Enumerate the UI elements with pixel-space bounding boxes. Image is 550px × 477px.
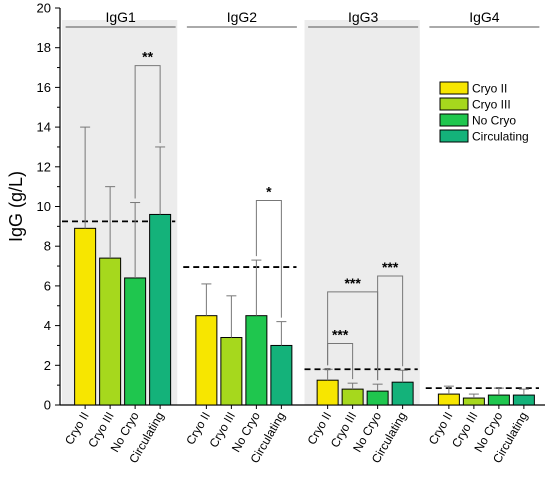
bar-igg4-circulating [512,394,535,406]
bar-igg2-circulating [270,344,293,406]
bar-igg1-cryo-iii [99,257,122,406]
significance-label: *** [332,326,349,342]
y-tick-label: 6 [44,278,51,293]
group-title-igg4: IgG4 [469,9,500,25]
significance-bracket [377,275,404,381]
legend-swatch-no-cryo [439,113,469,127]
bar-igg4-cryo-ii [437,393,460,406]
significance-label: * [266,184,272,200]
y-tick-label: 0 [44,398,51,413]
bar-igg3-cryo-ii [316,379,339,406]
bar-igg4-no-cryo [487,394,510,406]
legend-swatch-cryo-ii [439,81,469,95]
significance-label: ** [142,49,153,65]
significance-bracket [255,200,282,318]
legend-label: Cryo II [472,82,507,96]
legend-label: Cryo III [472,98,511,112]
bar-igg1-cryo-ii [74,227,97,406]
legend-swatch-cryo-iii [439,97,469,111]
group-shade-igg3 [304,20,420,405]
group-title-igg1: IgG1 [105,9,136,25]
legend-label: No Cryo [472,114,516,128]
bar-igg1-no-cryo [124,277,147,406]
y-tick-label: 2 [44,358,51,373]
y-axis-label: IgG (g/L) [6,171,26,242]
y-tick-label: 12 [37,159,51,174]
bar-igg1-circulating [149,213,172,406]
y-tick-label: 18 [37,40,51,55]
legend-swatch-circulating [439,129,469,143]
significance-label: *** [344,275,361,291]
y-tick-label: 10 [37,199,51,214]
group-title-igg3: IgG3 [348,9,379,25]
bar-igg4-cryo-iii [462,397,485,406]
bar-igg2-no-cryo [245,315,268,406]
significance-label: *** [382,259,399,275]
legend-label: Circulating [472,130,529,144]
group-title-igg2: IgG2 [227,9,258,25]
bar-igg3-circulating [391,381,414,406]
y-tick-label: 16 [37,80,51,95]
bar-igg2-cryo-ii [195,315,218,406]
y-tick-label: 14 [37,120,51,135]
y-tick-label: 20 [37,1,51,16]
bar-igg2-cryo-iii [220,337,243,406]
significance-bracket [134,65,161,199]
y-tick-label: 8 [44,239,51,254]
bar-igg3-no-cryo [366,390,389,406]
y-tick-label: 4 [44,318,51,333]
bar-igg3-cryo-iii [341,388,364,406]
